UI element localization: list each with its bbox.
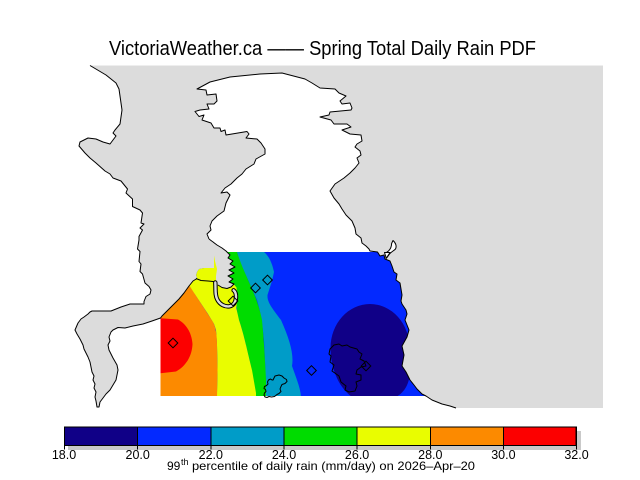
svg-text:percentile of daily rain (mm/d: percentile of daily rain (mm/day) on 202… <box>192 459 475 473</box>
svg-text:22.0: 22.0 <box>199 448 223 462</box>
svg-text:18.0: 18.0 <box>52 448 76 462</box>
svg-text:20.0: 20.0 <box>126 448 150 462</box>
svg-text:VictoriaWeather.ca —— Spring T: VictoriaWeather.ca —— Spring Total Daily… <box>109 37 536 60</box>
svg-text:30.0: 30.0 <box>491 448 515 462</box>
svg-text:28.0: 28.0 <box>418 448 442 462</box>
svg-text:32.0: 32.0 <box>564 448 588 462</box>
svg-text:24.0: 24.0 <box>272 448 296 462</box>
svg-text:99: 99 <box>167 459 181 473</box>
svg-text:th: th <box>181 457 189 467</box>
svg-text:26.0: 26.0 <box>345 448 369 462</box>
